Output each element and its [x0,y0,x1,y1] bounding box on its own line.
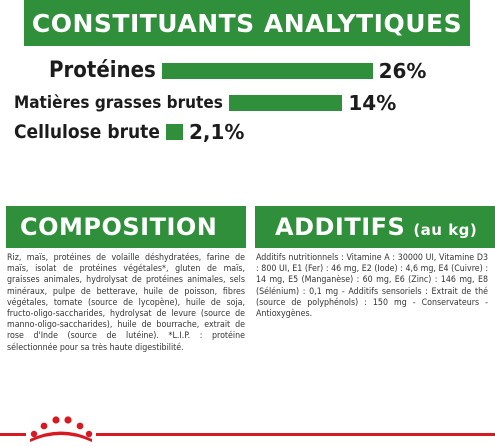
nutrient-label: Cellulose brute [14,121,160,143]
nutrient-value: 26% [378,59,427,83]
composition-header: COMPOSITION [6,206,246,248]
additives-title: ADDITIFS [275,213,406,241]
nutrient-value: 14% [348,91,397,115]
nutrient-row-fats: Matières grasses brutes 14% [0,88,495,118]
nutrient-label: Matières grasses brutes [14,93,223,113]
nutrient-value: 2,1% [189,120,245,144]
analytics-header: CONSTITUANTS ANALYTIQUES [24,0,470,46]
additives-unit: (au kg) [413,221,478,239]
composition-title: COMPOSITION [20,213,218,241]
analytics-header-text: CONSTITUANTS ANALYTIQUES [31,8,463,38]
nutrient-bar [162,63,373,79]
nutrient-row-proteins: Protéines 26% [0,56,495,86]
nutrient-label: Protéines [49,58,156,83]
additives-header: ADDITIFS (au kg) [255,206,495,248]
additives-text: Additifs nutritionnels : Vitamine A : 30… [256,253,488,320]
royal-canin-crown-icon [26,412,96,444]
nutrient-row-cellulose: Cellulose brute 2,1% [0,117,495,147]
composition-text: Riz, maïs, protéines de volaille déshydr… [7,253,245,353]
footer-red-line [0,433,495,436]
nutrient-bar [166,124,183,140]
nutrient-bar [229,95,343,111]
